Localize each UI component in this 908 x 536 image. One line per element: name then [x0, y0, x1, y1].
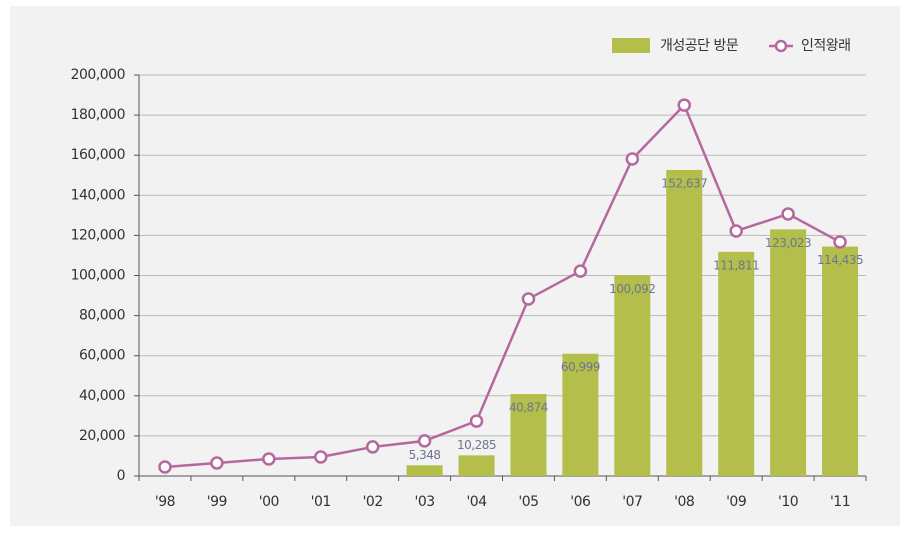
- value-label: 10,285: [457, 438, 496, 452]
- background: [10, 6, 900, 526]
- legend-label: 인적왕래: [801, 38, 851, 54]
- legend-marker: [774, 39, 788, 53]
- value-label: 40,874: [509, 401, 548, 415]
- bar: [666, 169, 703, 476]
- line-marker: [729, 224, 743, 238]
- legend-label: 개성공단 방문: [660, 38, 739, 54]
- x-tick-label: '11: [830, 494, 850, 510]
- value-label: 111,811: [713, 258, 759, 272]
- x-tick-label: '09: [726, 494, 746, 510]
- value-label: 5,348: [409, 448, 441, 462]
- line-marker: [417, 434, 432, 448]
- bar: [770, 229, 807, 476]
- bar: [510, 394, 547, 476]
- bar: [718, 251, 755, 476]
- bar: [614, 275, 651, 476]
- line-marker: [262, 452, 276, 466]
- y-tick-label: 20,000: [79, 428, 125, 444]
- y-tick-label: 0: [117, 468, 125, 484]
- y-tick-label: 140,000: [71, 187, 125, 203]
- bar: [458, 455, 495, 476]
- value-label: 114,435: [817, 253, 863, 267]
- y-tick-label: 160,000: [71, 147, 125, 163]
- x-tick-label: '01: [311, 494, 331, 510]
- x-tick-label: '07: [622, 494, 642, 510]
- y-tick-label: 200,000: [71, 67, 125, 83]
- line-marker: [573, 264, 588, 278]
- line-marker: [833, 235, 847, 249]
- x-tick-label: '03: [415, 494, 435, 510]
- bar: [406, 465, 443, 476]
- line: [164, 102, 841, 469]
- legend-swatch: [612, 38, 650, 53]
- x-tick-label: '98: [155, 494, 175, 510]
- value-label: 123,023: [765, 236, 811, 250]
- value-label: 60,999: [561, 360, 600, 374]
- line-marker: [521, 292, 536, 306]
- y-tick-label: 100,000: [71, 268, 125, 284]
- line-marker: [365, 440, 380, 454]
- x-tick-label: '10: [778, 494, 798, 510]
- line-marker: [677, 98, 691, 112]
- y-tick-label: 60,000: [79, 348, 125, 364]
- bar: [562, 353, 599, 476]
- line-marker: [469, 414, 484, 428]
- y-tick-label: 120,000: [71, 227, 125, 243]
- line-marker: [210, 456, 224, 470]
- value-label: 100,092: [609, 282, 655, 296]
- bar: [822, 246, 859, 476]
- y-tick-label: 40,000: [79, 388, 125, 404]
- x-tick-label: '02: [363, 494, 383, 510]
- value-label: 152,637: [661, 176, 707, 190]
- line-marker: [158, 460, 172, 474]
- line-marker: [625, 152, 640, 166]
- x-tick-label: '06: [570, 494, 591, 510]
- y-tick-label: 180,000: [71, 107, 125, 123]
- x-tick-label: '00: [259, 494, 279, 510]
- x-tick-label: '99: [207, 494, 227, 510]
- line-marker: [781, 207, 795, 221]
- line-marker: [314, 450, 328, 464]
- x-tick-label: '08: [674, 494, 694, 510]
- x-tick-label: '05: [518, 494, 538, 510]
- y-tick-label: 80,000: [79, 308, 125, 324]
- x-tick-label: '04: [466, 494, 487, 510]
